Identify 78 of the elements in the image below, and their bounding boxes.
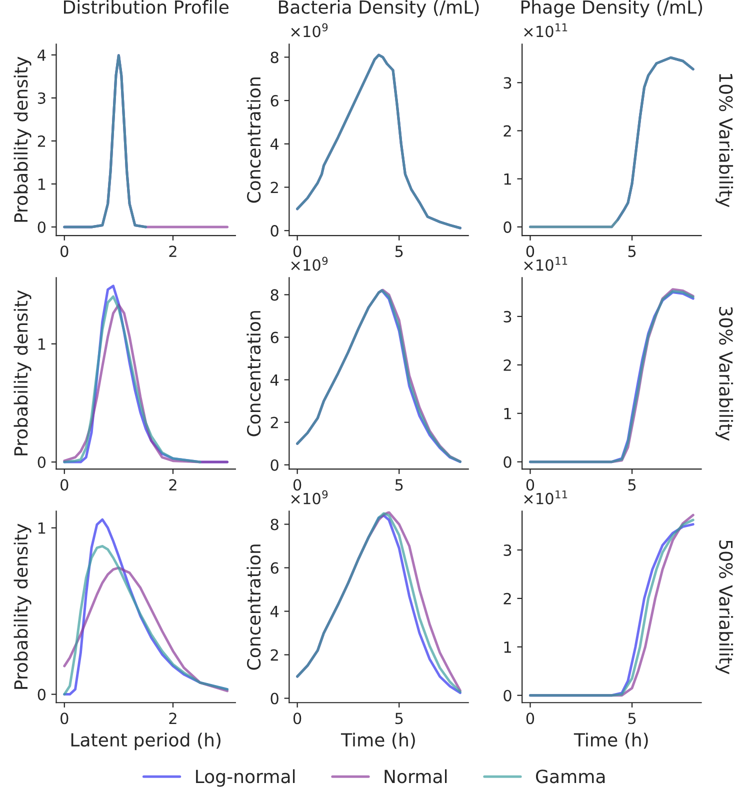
y-tick-label: 1 <box>38 338 46 350</box>
y-axis-title: Concentration <box>246 311 261 436</box>
x-tick-label: 2 <box>169 712 176 724</box>
legend-label: Gamma <box>536 770 605 784</box>
y-tick-label: 1 <box>38 178 46 190</box>
y-tick-label: 1 <box>504 173 511 185</box>
y-tick-label: 2 <box>270 182 278 194</box>
y-tick-label: 2 <box>504 592 511 604</box>
y-tick-label: 8 <box>270 518 278 530</box>
text: ×10$^{11}$ <box>524 490 568 504</box>
y-tick-label: 3 <box>504 544 512 556</box>
x-tick-label: 0 <box>60 712 68 724</box>
y-tick-label: 4 <box>38 50 46 61</box>
text: ×10$^{11}$ <box>524 23 568 38</box>
x-tick-label: 5 <box>628 479 636 491</box>
y-tick-label: 8 <box>270 52 278 64</box>
y-axis-title: Probability density <box>14 524 32 689</box>
y-tick-label: 0 <box>38 688 46 700</box>
y-tick-label: 8 <box>270 289 278 301</box>
x-tick-label: 5 <box>628 246 636 258</box>
y-axis-title: Concentration <box>246 544 261 670</box>
chart-title: Phage Density (/mL) <box>521 0 702 18</box>
x-tick-label: 0 <box>60 479 68 491</box>
x-tick-label: 0 <box>60 246 68 258</box>
y-tick-label: 0 <box>504 456 512 468</box>
x-tick-label: 0 <box>293 246 302 258</box>
y-tick-label: 4 <box>270 138 279 150</box>
text: 50% Variability <box>716 540 734 674</box>
y-tick-label: 2 <box>504 125 511 137</box>
x-tick-label: 5 <box>628 712 636 724</box>
text: 10% Variability <box>716 74 734 208</box>
text: ×10$^{11}$ <box>524 256 568 271</box>
text: ×10$^{9}$ <box>291 256 328 271</box>
x-axis-title: Time (h) <box>574 732 648 749</box>
y-tick-label: 0 <box>504 221 512 233</box>
y-tick-label: 1 <box>504 642 511 653</box>
x-axis-title: Latent period (h) <box>71 732 220 750</box>
y-tick-label: 4 <box>270 606 279 618</box>
y-tick-label: 1 <box>504 408 511 420</box>
x-tick-label: 0 <box>526 246 534 258</box>
y-axis-title: Probability density <box>14 56 32 222</box>
text: ×10$^{9}$ <box>291 23 328 38</box>
y-tick-label: 6 <box>270 94 278 107</box>
y-tick-label: 0 <box>270 459 278 471</box>
y-tick-label: 6 <box>270 562 278 574</box>
y-tick-label: 0 <box>38 221 46 233</box>
y-tick-label: 0 <box>38 456 46 468</box>
x-axis-title: Time (h) <box>340 732 415 749</box>
y-tick-label: 6 <box>270 332 278 344</box>
y-axis-title: Probability density <box>14 290 32 456</box>
x-tick-label: 0 <box>293 712 302 724</box>
y-tick-label: 3 <box>38 92 46 104</box>
x-tick-label: 5 <box>395 246 403 258</box>
x-tick-label: 0 <box>526 479 534 491</box>
y-tick-label: 4 <box>270 374 279 386</box>
y-axis-title: Concentration <box>246 78 261 203</box>
y-tick-label: 3 <box>504 77 512 89</box>
y-tick-label: 1 <box>38 522 46 534</box>
x-tick-label: 0 <box>293 479 302 491</box>
y-tick-label: 0 <box>270 692 278 704</box>
y-tick-label: 2 <box>270 649 278 661</box>
x-tick-label: 5 <box>395 712 403 724</box>
x-tick-label: 5 <box>395 479 403 491</box>
y-tick-label: 0 <box>270 225 278 237</box>
text: ×10$^{9}$ <box>291 490 328 504</box>
x-tick-label: 2 <box>169 479 176 490</box>
y-tick-label: 0 <box>504 690 512 702</box>
legend-label: Normal <box>384 769 447 784</box>
text: 30% Variability <box>716 306 734 441</box>
y-tick-label: 2 <box>504 359 511 371</box>
y-tick-label: 3 <box>504 310 512 322</box>
x-tick-label: 2 <box>169 246 176 257</box>
chart-title: Distribution Profile <box>64 0 228 14</box>
y-tick-label: 2 <box>38 135 45 147</box>
chart-title: Bacteria Density (/mL) <box>279 0 479 18</box>
y-tick-label: 2 <box>270 416 278 428</box>
x-tick-label: 0 <box>526 712 534 724</box>
legend-label: Log-normal <box>196 769 295 787</box>
